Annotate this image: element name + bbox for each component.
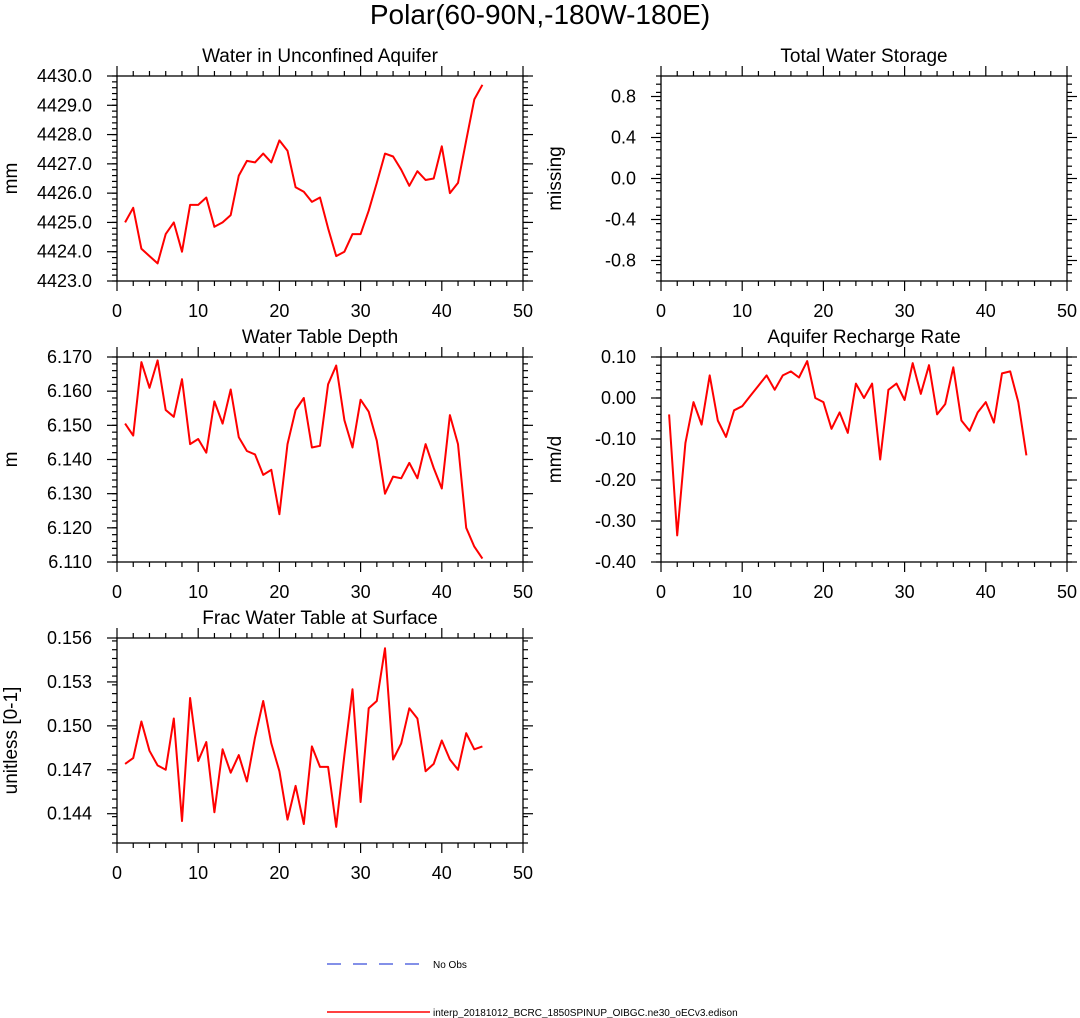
panel-3: Water Table Depth m 0 10 20 30 40 50 6.110 6.120 6… [1, 327, 533, 602]
x-tick-label: 0 [656, 582, 666, 602]
y-tick-label: 0.150 [47, 716, 92, 736]
x-tick-label: 0 [112, 301, 122, 321]
x-tick-label: 20 [813, 582, 833, 602]
panel-1: Water in Unconfined Aquifer mm 0 10 20 30 40 50… [1, 46, 533, 321]
y-tick-label: 4430.0 [37, 66, 92, 86]
y-tick-label: 0.8 [611, 87, 636, 107]
x-tick-label: 0 [112, 863, 122, 883]
series-line [124, 84, 484, 265]
panel-title: Total Water Storage [780, 46, 947, 67]
x-tick-label: 10 [188, 301, 208, 321]
figure-title: Polar(60-90N,-180W-180E) [370, 0, 710, 30]
x-tick-label: 20 [269, 301, 289, 321]
panel-title: Aquifer Recharge Rate [767, 327, 960, 348]
x-tick-label: 40 [976, 301, 996, 321]
x-tick-label: 0 [656, 301, 666, 321]
x-tick-label: 40 [432, 301, 452, 321]
x-tick-label: 10 [732, 582, 752, 602]
y-tick-label: -0.20 [595, 470, 636, 490]
panel-2: Total Water Storage missing 0 10 20 30 40 50 -0.… [545, 46, 1077, 321]
plot-frame [660, 75, 1068, 282]
y-tick-label: -0.8 [605, 251, 636, 271]
y-tick-label: 6.120 [47, 518, 92, 538]
y-axis-label: m [1, 452, 22, 468]
x-tick-label: 40 [432, 582, 452, 602]
x-tick-label: 50 [1057, 582, 1077, 602]
panel-title: Water Table Depth [242, 327, 398, 348]
y-tick-label: -0.40 [595, 552, 636, 572]
x-tick-label: 40 [976, 582, 996, 602]
panel-5: Frac Water Table at Surface unitless [0-1… [1, 608, 533, 883]
y-tick-label: 4428.0 [37, 125, 92, 145]
legend-obs-label: No Obs [433, 960, 467, 971]
y-tick-label: 0.144 [47, 804, 92, 824]
y-tick-label: 0.156 [47, 628, 92, 648]
panel-title: Water in Unconfined Aquifer [202, 46, 439, 67]
plot-frame [116, 356, 524, 563]
y-tick-label: 6.130 [47, 484, 92, 504]
x-tick-label: 10 [188, 863, 208, 883]
y-tick-label: 0.0 [611, 169, 636, 189]
x-tick-label: 40 [432, 863, 452, 883]
plot-frame [116, 75, 524, 282]
y-tick-label: 4427.0 [37, 154, 92, 174]
x-tick-label: 20 [269, 582, 289, 602]
series-line [124, 359, 484, 560]
y-tick-label: 0.147 [47, 760, 92, 780]
y-tick-label: 4429.0 [37, 95, 92, 115]
y-axis-label: mm/d [545, 436, 566, 484]
y-axis-label: missing [545, 146, 566, 210]
x-tick-label: 0 [112, 582, 122, 602]
series-line [124, 647, 483, 828]
x-tick-label: 20 [269, 863, 289, 883]
y-tick-label: 0.153 [47, 672, 92, 692]
plot-frame [660, 356, 1068, 563]
x-tick-label: 50 [513, 301, 533, 321]
y-tick-label: 0.4 [611, 128, 636, 148]
x-tick-label: 10 [732, 301, 752, 321]
x-tick-label: 20 [813, 301, 833, 321]
x-tick-label: 30 [351, 582, 371, 602]
plot-frame [116, 637, 524, 844]
x-tick-label: 30 [895, 301, 915, 321]
y-tick-label: 4424.0 [37, 242, 92, 262]
x-tick-label: 50 [513, 863, 533, 883]
x-tick-label: 30 [351, 301, 371, 321]
x-tick-label: 30 [895, 582, 915, 602]
legend-model-label: interp_20181012_BCRC_1850SPINUP_OIBGC.ne… [433, 1008, 738, 1018]
y-tick-label: -0.4 [605, 210, 636, 230]
y-tick-label: 6.110 [48, 552, 92, 572]
y-axis-label: mm [1, 163, 22, 195]
y-tick-label: 0.00 [601, 388, 636, 408]
y-tick-label: 4426.0 [37, 183, 92, 203]
y-tick-label: 0.10 [601, 347, 636, 367]
panel-title: Frac Water Table at Surface [202, 608, 438, 629]
y-tick-label: 6.150 [47, 415, 92, 435]
y-tick-label: 6.140 [47, 450, 92, 470]
y-tick-label: 6.170 [47, 347, 92, 367]
x-tick-label: 50 [513, 582, 533, 602]
y-tick-label: 4425.0 [37, 212, 92, 232]
y-tick-label: -0.10 [595, 429, 636, 449]
x-tick-label: 50 [1057, 301, 1077, 321]
y-tick-label: -0.30 [595, 511, 636, 531]
y-tick-label: 4423.0 [37, 271, 92, 291]
series-line [668, 360, 1028, 537]
legend: No Obs interp_20181012_BCRC_1850SPINUP_O… [327, 960, 738, 1018]
y-tick-label: 6.160 [47, 381, 92, 401]
x-tick-label: 10 [188, 582, 208, 602]
panel-4: Aquifer Recharge Rate mm/d 0 10 20 30 40 50 -0.4… [545, 327, 1077, 602]
y-axis-label: unitless [0-1] [1, 687, 22, 795]
panels: Water in Unconfined Aquifer mm 0 10 20 30 40 50… [1, 46, 1077, 883]
x-tick-label: 30 [351, 863, 371, 883]
